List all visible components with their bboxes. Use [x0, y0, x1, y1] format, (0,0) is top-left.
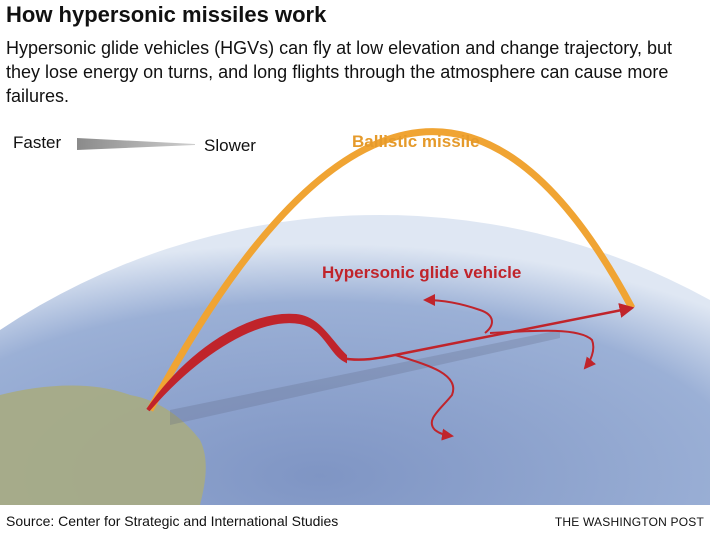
credit: THE WASHINGTON POST — [554, 515, 704, 529]
diagram — [0, 128, 710, 505]
shadow-trail — [170, 330, 560, 425]
hgv-branch-down — [394, 354, 455, 441]
legend-slower: Slower — [204, 136, 256, 155]
hgv-branch-up — [423, 294, 493, 334]
source-note: Source: Center for Strategic and Interna… — [6, 513, 339, 529]
land-mass — [0, 385, 206, 505]
hgv-label: Hypersonic glide vehicle — [322, 263, 522, 282]
hgv-trajectory — [341, 303, 635, 361]
hgv-branch-right — [489, 329, 597, 370]
subtitle: Hypersonic glide vehicles (HGVs) can fly… — [6, 38, 672, 106]
footer — [0, 505, 710, 535]
ballistic-label: Ballistic missile — [352, 132, 480, 151]
speed-legend-wedge — [77, 138, 195, 150]
page-title: How hypersonic missiles work — [6, 2, 327, 27]
legend-faster: Faster — [13, 133, 62, 152]
ballistic-trajectory — [146, 128, 636, 412]
